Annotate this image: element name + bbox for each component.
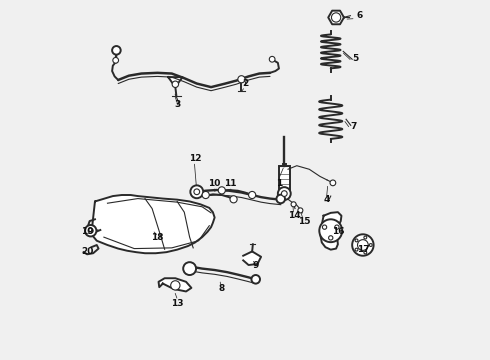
- Text: 6: 6: [356, 11, 363, 20]
- Circle shape: [358, 240, 368, 250]
- Text: 3: 3: [174, 100, 180, 109]
- Polygon shape: [168, 77, 182, 87]
- Circle shape: [319, 219, 342, 242]
- Circle shape: [276, 195, 285, 203]
- Circle shape: [369, 244, 372, 247]
- Circle shape: [230, 196, 237, 203]
- Text: 9: 9: [252, 261, 259, 270]
- Circle shape: [331, 13, 341, 22]
- FancyBboxPatch shape: [279, 166, 290, 195]
- Text: 5: 5: [353, 54, 359, 63]
- Text: 1: 1: [276, 179, 282, 188]
- Circle shape: [364, 251, 367, 254]
- Text: 20: 20: [82, 247, 94, 256]
- Circle shape: [88, 228, 93, 233]
- Circle shape: [238, 76, 245, 83]
- Circle shape: [112, 46, 121, 55]
- Circle shape: [291, 202, 296, 207]
- Text: 7: 7: [351, 122, 357, 131]
- Polygon shape: [320, 212, 342, 249]
- Text: 14: 14: [288, 211, 300, 220]
- Circle shape: [251, 275, 260, 284]
- Text: 10: 10: [208, 179, 221, 188]
- Circle shape: [364, 236, 367, 239]
- Text: 19: 19: [81, 227, 94, 236]
- Circle shape: [335, 225, 339, 229]
- Circle shape: [355, 239, 358, 242]
- Text: 18: 18: [151, 233, 164, 242]
- Circle shape: [113, 58, 119, 63]
- Text: 8: 8: [219, 284, 225, 293]
- Text: 4: 4: [324, 195, 330, 204]
- Text: 11: 11: [224, 179, 237, 188]
- Circle shape: [278, 187, 291, 200]
- Text: 2: 2: [242, 79, 248, 88]
- Circle shape: [329, 236, 333, 240]
- Circle shape: [171, 281, 180, 290]
- Text: 12: 12: [189, 154, 201, 163]
- Polygon shape: [328, 11, 344, 24]
- Text: 16: 16: [332, 227, 344, 236]
- Circle shape: [330, 180, 336, 186]
- Circle shape: [183, 262, 196, 275]
- Circle shape: [270, 57, 275, 62]
- Circle shape: [218, 187, 225, 194]
- Circle shape: [190, 185, 203, 198]
- Circle shape: [172, 81, 178, 87]
- Circle shape: [298, 208, 303, 213]
- Text: 17: 17: [357, 245, 369, 254]
- Polygon shape: [243, 251, 261, 265]
- Circle shape: [281, 191, 287, 197]
- Polygon shape: [159, 278, 192, 292]
- Circle shape: [322, 225, 327, 229]
- Circle shape: [355, 248, 358, 251]
- Circle shape: [194, 189, 199, 195]
- Polygon shape: [92, 195, 215, 253]
- Circle shape: [248, 192, 256, 199]
- Circle shape: [352, 234, 373, 256]
- Text: 13: 13: [171, 299, 183, 308]
- Circle shape: [202, 192, 209, 199]
- Text: 15: 15: [298, 217, 310, 226]
- Circle shape: [85, 225, 97, 237]
